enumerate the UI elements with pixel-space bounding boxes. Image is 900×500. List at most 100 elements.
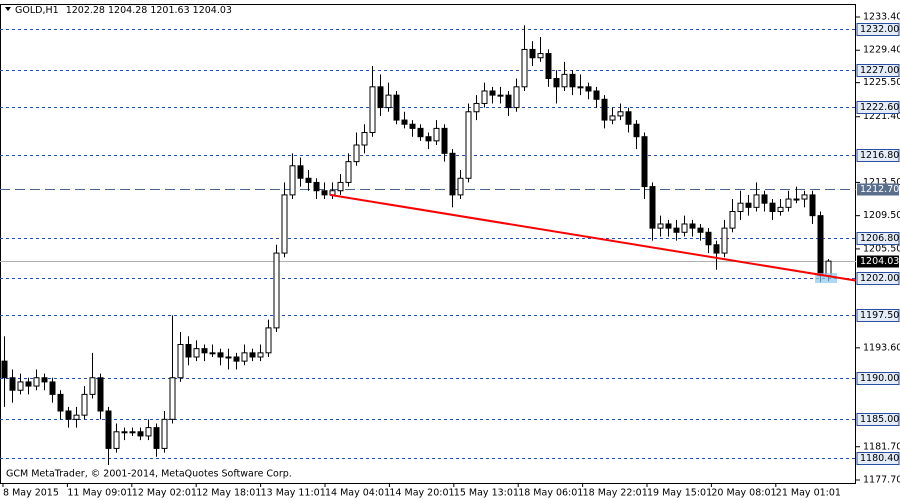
symbol: GOLD,H1 xyxy=(15,5,59,16)
level-label-box xyxy=(856,232,900,245)
level-label: 1232.00 xyxy=(860,24,899,35)
candle-body xyxy=(521,48,528,88)
candle-body xyxy=(321,190,328,196)
candle-body xyxy=(449,152,456,196)
candle-body xyxy=(385,94,392,109)
y-tick-label: 1193.60 xyxy=(863,342,900,353)
candle-body xyxy=(465,111,472,179)
candle-body xyxy=(201,348,208,354)
candle-body xyxy=(97,377,104,412)
candles-layer xyxy=(1,25,832,466)
candle-body xyxy=(169,377,176,420)
level-label-box xyxy=(856,23,900,36)
level-label: 1216.80 xyxy=(860,150,899,161)
candle-body xyxy=(353,144,360,163)
footer: GCM MetaTrader, © 2001-2014, MetaQuotes … xyxy=(6,469,292,480)
level-label: 1185.00 xyxy=(860,414,899,425)
candle-body xyxy=(633,123,640,138)
candle-body xyxy=(25,381,32,387)
x-tick-label: 12 May 02:01 xyxy=(132,488,197,499)
levels-layer: 1233.40 1229.40 1225.50 1221.40 1213.50 1209.… xyxy=(0,12,900,499)
level-label: 1197.50 xyxy=(860,310,899,321)
chart-header: GOLD,H1 1202.28 1204.28 1201.63 1204.03 xyxy=(15,5,232,16)
candle-body xyxy=(689,223,696,229)
candle-body xyxy=(249,352,256,358)
candle-body xyxy=(225,356,232,359)
x-tick-label: 19 May 15:01 xyxy=(647,488,712,499)
x-tick-label: 14 May 04:01 xyxy=(325,488,390,499)
candle-body xyxy=(257,352,264,358)
candle-body xyxy=(473,102,480,113)
level-label-box xyxy=(856,149,900,162)
candle-body xyxy=(41,377,48,383)
candle-body xyxy=(377,86,384,109)
menu-triangle[interactable] xyxy=(5,7,11,11)
current-price-box xyxy=(857,255,899,268)
candle-body xyxy=(233,356,240,362)
candle-body xyxy=(193,348,200,358)
candle-body xyxy=(409,123,416,129)
level-label-box xyxy=(856,101,900,114)
candle-body xyxy=(441,127,448,154)
candle-body xyxy=(561,73,568,88)
candle-body xyxy=(73,414,80,420)
candle-body xyxy=(593,90,600,100)
candle-body xyxy=(65,410,72,420)
x-tick-label: 13 May 11:01 xyxy=(261,488,326,499)
candle-body xyxy=(697,227,704,233)
level-label-box xyxy=(856,452,900,465)
candle-body xyxy=(681,223,688,233)
candle-body xyxy=(745,202,752,208)
candle-body xyxy=(161,418,168,449)
candle-body xyxy=(105,410,112,449)
y-tick-label: 1229.40 xyxy=(863,45,900,56)
candle-body xyxy=(481,90,488,104)
candle-body xyxy=(609,115,616,121)
candle-body xyxy=(457,177,464,196)
candle-body xyxy=(137,431,144,437)
level-label: 1180.40 xyxy=(860,453,899,464)
candle-body xyxy=(33,377,40,387)
y-tick-label: 1205.50 xyxy=(863,243,900,254)
candle-body xyxy=(641,136,648,188)
candle-body xyxy=(737,202,744,213)
candle-body xyxy=(89,377,96,395)
candle-body xyxy=(537,53,544,59)
y-tick-label: 1177.70 xyxy=(863,475,900,486)
candle-body xyxy=(49,381,56,395)
candle-body xyxy=(601,98,608,121)
candle-body xyxy=(121,431,128,434)
candle-body xyxy=(721,227,728,254)
candle-body xyxy=(777,206,784,213)
plot-frame xyxy=(0,4,856,484)
x-tick-label: 12 May 18:01 xyxy=(196,488,261,499)
candle-body xyxy=(361,132,368,146)
level-label: 1206.80 xyxy=(860,233,899,244)
candle-body xyxy=(577,86,584,89)
header-low: 1201.63 xyxy=(150,5,189,16)
overlay-layer: 1232.00 1227.00 1222.60 1216.80 1206.80 1202.… xyxy=(329,23,900,465)
x-tick-label: 20 May 08:01 xyxy=(711,488,776,499)
candle-body xyxy=(305,177,312,183)
x-tick-label: 18 May 06:01 xyxy=(518,488,583,499)
header-open: 1202.28 xyxy=(66,5,105,16)
candle-body xyxy=(393,94,400,121)
candle-body xyxy=(617,111,624,117)
candle-body xyxy=(153,427,160,449)
candle-body xyxy=(209,352,216,355)
candle-body xyxy=(273,252,280,329)
candle-body xyxy=(145,427,152,437)
candle-body xyxy=(425,136,432,142)
candle-body xyxy=(9,377,16,391)
candle-body xyxy=(705,231,712,246)
candle-body xyxy=(177,344,184,379)
x-tick-label: 21 May 01:01 xyxy=(776,488,841,499)
x-tick-label: 11 May 09:01 xyxy=(67,488,132,499)
header-close: 1204.03 xyxy=(193,5,232,16)
candle-body xyxy=(433,127,440,142)
candle-body xyxy=(489,90,496,96)
y-tick-label: 1213.50 xyxy=(863,177,900,188)
candle-body xyxy=(761,194,768,204)
